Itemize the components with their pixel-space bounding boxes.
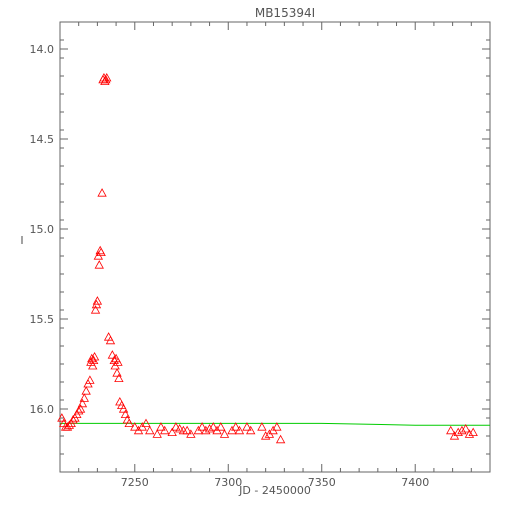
y-tick-label: 14.0 [30,43,55,56]
data-point [468,427,478,437]
data-point [145,425,155,435]
model-curve [60,422,490,426]
data-point [182,425,192,435]
data-point [257,422,267,431]
data-point [124,418,134,428]
data-point [85,375,95,384]
data-point [130,422,140,431]
data-point [79,393,89,402]
data-point [453,427,463,437]
data-point [89,351,100,361]
data-point [160,425,170,435]
data-point [107,350,118,359]
data-point [92,296,103,305]
data-point [152,429,162,438]
data-point [446,425,456,435]
data-point [81,386,91,395]
data-point [174,423,185,433]
data-point [461,423,471,433]
data-point [231,422,241,431]
data-point [74,405,84,415]
data-point [246,425,256,435]
data-point [88,360,98,370]
data-point [115,396,125,406]
data-point [118,404,129,413]
data-point [68,414,78,424]
data-point [113,357,123,366]
data-point [103,332,114,341]
data-point [90,305,101,314]
data-point [242,422,252,431]
data-points [57,72,478,444]
data-point [167,427,177,437]
data-point [234,425,245,435]
data-point [120,409,131,419]
data-point [464,429,475,438]
data-point [186,429,196,438]
model-line [60,422,490,426]
plot-frame [59,21,491,473]
data-point [122,414,132,424]
data-point [272,422,282,431]
y-axis-label: I [20,234,23,247]
data-point [96,247,106,257]
chart-title: MB15394I [255,6,315,20]
y-tick-label: 15.5 [30,313,55,326]
data-point [171,422,181,431]
data-point [216,422,226,431]
data-point [114,373,124,383]
data-point [94,260,104,269]
y-tick-label: 16.0 [30,403,55,416]
data-point [201,425,211,435]
x-tick-label: 7300 [214,476,242,489]
x-tick-label: 7250 [121,476,149,489]
y-tick-label: 15.0 [30,223,55,236]
data-point [208,422,218,431]
data-point [112,368,122,377]
data-point [156,422,166,431]
data-point [260,431,271,440]
axis-ticks: 7250 7300 7350 7400 14.0 14.5 15.0 15.5 16.0 [30,21,491,489]
data-point [275,434,286,444]
data-point [57,413,67,422]
data-point [77,398,88,408]
data-point [219,429,230,438]
data-point [87,353,97,363]
data-point [102,72,112,82]
data-point [75,404,86,413]
data-point [141,418,151,428]
data-point [197,422,207,431]
data-point [105,335,116,345]
x-tick-label: 7350 [308,476,336,489]
x-axis-label: JD - 2450000 [238,484,311,497]
data-point [457,425,467,435]
x-tick-label: 7400 [401,476,429,489]
data-point [204,423,215,433]
data-point [64,420,75,429]
y-tick-label: 14.5 [30,133,55,146]
data-point [97,188,107,197]
